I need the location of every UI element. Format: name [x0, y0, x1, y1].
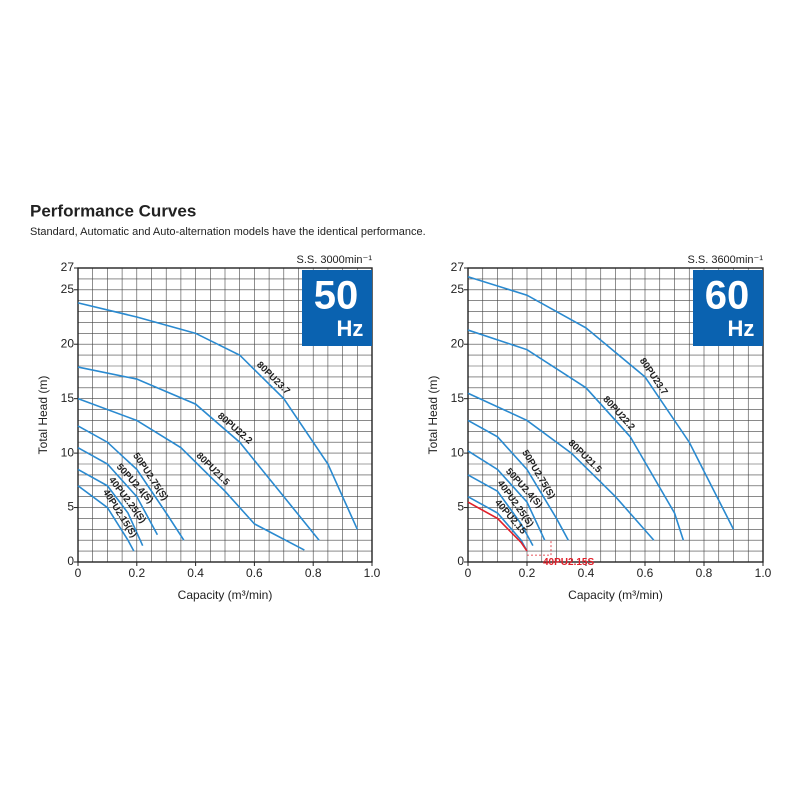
x-tick-label: 0.4 — [187, 566, 204, 580]
badge — [302, 270, 372, 346]
x-tick-label: 0.2 — [128, 566, 145, 580]
performance-curve — [77, 302, 359, 530]
x-tick-label: 0.8 — [696, 566, 713, 580]
series-label: 80PU21.5 — [194, 450, 232, 488]
badge-unit: Hz — [337, 316, 364, 341]
performance-curve — [77, 425, 185, 541]
x-axis-label: Capacity (m³/min) — [568, 588, 663, 602]
performance-curve — [77, 397, 305, 551]
badge — [693, 270, 763, 346]
x-tick-label: 0 — [75, 566, 82, 580]
plot-frame — [77, 267, 373, 563]
y-tick-label: 15 — [61, 391, 75, 405]
y-tick-label: 10 — [451, 445, 465, 459]
y-tick-label: 20 — [61, 336, 75, 350]
chart-subtitle: S.S. 3600min⁻¹ — [687, 254, 763, 266]
performance-curve — [467, 275, 735, 530]
y-tick-label: 10 — [61, 445, 75, 459]
x-tick-label: 0.8 — [305, 566, 322, 580]
performance-curve — [467, 450, 546, 541]
y-tick-label: 27 — [61, 260, 75, 274]
x-tick-label: 0.6 — [246, 566, 263, 580]
y-tick-label: 0 — [457, 554, 464, 568]
x-tick-label: 0.4 — [578, 566, 595, 580]
series-label: 80PU21.5 — [566, 438, 604, 476]
y-tick-label: 25 — [61, 282, 75, 296]
y-tick-label: 5 — [67, 500, 74, 514]
y-axis-label: Total Head (m) — [426, 376, 440, 455]
page-subtitle: Standard, Automatic and Auto-alternation… — [30, 226, 426, 238]
y-tick-label: 5 — [457, 500, 464, 514]
y-tick-label: 15 — [451, 391, 465, 405]
label-leader — [527, 539, 552, 556]
performance-curve — [467, 419, 570, 541]
performance-curve — [467, 392, 655, 541]
x-tick-label: 1.0 — [755, 566, 772, 580]
y-tick-label: 0 — [67, 554, 74, 568]
performance-curve — [77, 366, 320, 541]
performance-curve — [467, 329, 685, 541]
x-tick-label: 0 — [465, 566, 472, 580]
series-label: 80PU22.2 — [600, 394, 636, 433]
plot-frame — [467, 267, 764, 563]
x-tick-label: 0.6 — [637, 566, 654, 580]
series-label: 80PU22.2 — [215, 411, 254, 447]
y-tick-label: 27 — [451, 260, 465, 274]
chart-subtitle: S.S. 3000min⁻¹ — [296, 254, 372, 266]
x-tick-label: 0.2 — [519, 566, 536, 580]
series-label: 40PU2.15S — [543, 557, 594, 568]
x-tick-label: 1.0 — [364, 566, 381, 580]
x-axis-label: Capacity (m³/min) — [178, 588, 273, 602]
page-title: Performance Curves — [30, 201, 196, 220]
performance-curve — [77, 468, 144, 546]
performance-curve — [77, 446, 159, 536]
performance-curve — [467, 474, 534, 547]
badge-value: 60 — [705, 274, 750, 318]
series-label: 80PU23.7 — [254, 360, 292, 398]
badge-unit: Hz — [728, 316, 755, 341]
performance-curve — [77, 485, 135, 552]
performance-curve — [467, 501, 528, 552]
y-tick-label: 25 — [451, 282, 465, 296]
badge-value: 50 — [314, 274, 359, 318]
y-axis-label: Total Head (m) — [36, 376, 50, 455]
y-tick-label: 20 — [451, 336, 465, 350]
